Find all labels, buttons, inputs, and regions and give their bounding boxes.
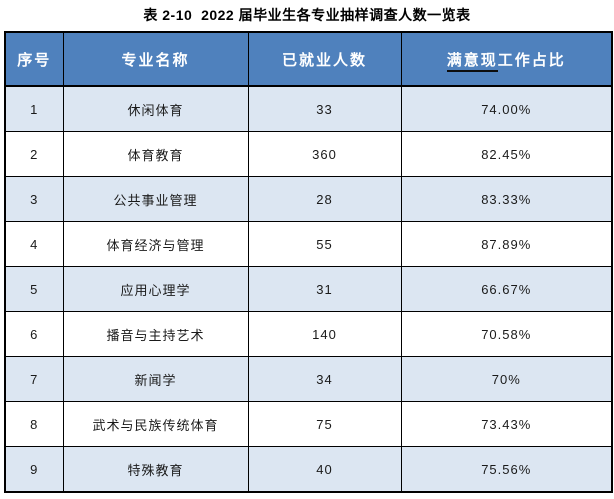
cell-index: 4 bbox=[4, 221, 64, 267]
graduate-survey-table: 序号 专业名称 已就业人数 满意现工作占比 1 休闲体育 33 74.00% 2… bbox=[4, 31, 613, 493]
cell-satisfied: 70% bbox=[400, 356, 613, 402]
cell-satisfied: 70.58% bbox=[400, 311, 613, 357]
header-cell-major: 专业名称 bbox=[62, 31, 249, 87]
cell-satisfied: 82.45% bbox=[400, 131, 613, 177]
cell-index: 1 bbox=[4, 85, 64, 132]
header-satisfied-underlined-text: 满意现 bbox=[446, 51, 498, 72]
cell-employed: 40 bbox=[247, 446, 402, 493]
cell-employed: 34 bbox=[247, 356, 402, 402]
cell-employed: 75 bbox=[247, 401, 402, 447]
cell-major: 应用心理学 bbox=[62, 266, 249, 312]
cell-satisfied: 73.43% bbox=[400, 401, 613, 447]
cell-satisfied: 83.33% bbox=[400, 176, 613, 222]
header-cell-index: 序号 bbox=[4, 31, 64, 87]
header-cell-employed: 已就业人数 bbox=[247, 31, 402, 87]
cell-index: 2 bbox=[4, 131, 64, 177]
cell-major: 体育教育 bbox=[62, 131, 249, 177]
table-caption: 表 2-10 2022 届毕业生各专业抽样调查人数一览表 bbox=[143, 7, 471, 23]
cell-major: 休闲体育 bbox=[62, 85, 249, 132]
cell-satisfied: 66.67% bbox=[400, 266, 613, 312]
cell-employed: 360 bbox=[247, 131, 402, 177]
cell-major: 公共事业管理 bbox=[62, 176, 249, 222]
table-row: 7 新闻学 34 70% bbox=[4, 356, 613, 402]
cell-employed: 33 bbox=[247, 85, 402, 132]
cell-index: 9 bbox=[4, 446, 64, 493]
cell-index: 5 bbox=[4, 266, 64, 312]
cell-satisfied: 74.00% bbox=[400, 85, 613, 132]
table-row: 8 武术与民族传统体育 75 73.43% bbox=[4, 401, 613, 447]
table-row: 5 应用心理学 31 66.67% bbox=[4, 266, 613, 312]
cell-major: 播音与主持艺术 bbox=[62, 311, 249, 357]
table-row: 6 播音与主持艺术 140 70.58% bbox=[4, 311, 613, 357]
cell-index: 6 bbox=[4, 311, 64, 357]
cell-employed: 140 bbox=[247, 311, 402, 357]
table-row: 2 体育教育 360 82.45% bbox=[4, 131, 613, 177]
header-satisfied-rest-text: 工作占比 bbox=[497, 51, 566, 69]
cell-major: 体育经济与管理 bbox=[62, 221, 249, 267]
cell-major: 武术与民族传统体育 bbox=[62, 401, 249, 447]
cell-index: 8 bbox=[4, 401, 64, 447]
cell-major: 特殊教育 bbox=[62, 446, 249, 493]
table-row: 9 特殊教育 40 75.56% bbox=[4, 446, 613, 493]
header-cell-satisfied: 满意现工作占比 bbox=[400, 31, 613, 87]
cell-employed: 55 bbox=[247, 221, 402, 267]
cell-index: 7 bbox=[4, 356, 64, 402]
table-row: 4 体育经济与管理 55 87.89% bbox=[4, 221, 613, 267]
cell-index: 3 bbox=[4, 176, 64, 222]
cell-major: 新闻学 bbox=[62, 356, 249, 402]
table-row: 1 休闲体育 33 74.00% bbox=[4, 85, 613, 132]
cell-satisfied: 75.56% bbox=[400, 446, 613, 493]
cell-employed: 28 bbox=[247, 176, 402, 222]
cell-employed: 31 bbox=[247, 266, 402, 312]
table-row: 3 公共事业管理 28 83.33% bbox=[4, 176, 613, 222]
table-header-row: 序号 专业名称 已就业人数 满意现工作占比 bbox=[4, 31, 613, 87]
cell-satisfied: 87.89% bbox=[400, 221, 613, 267]
